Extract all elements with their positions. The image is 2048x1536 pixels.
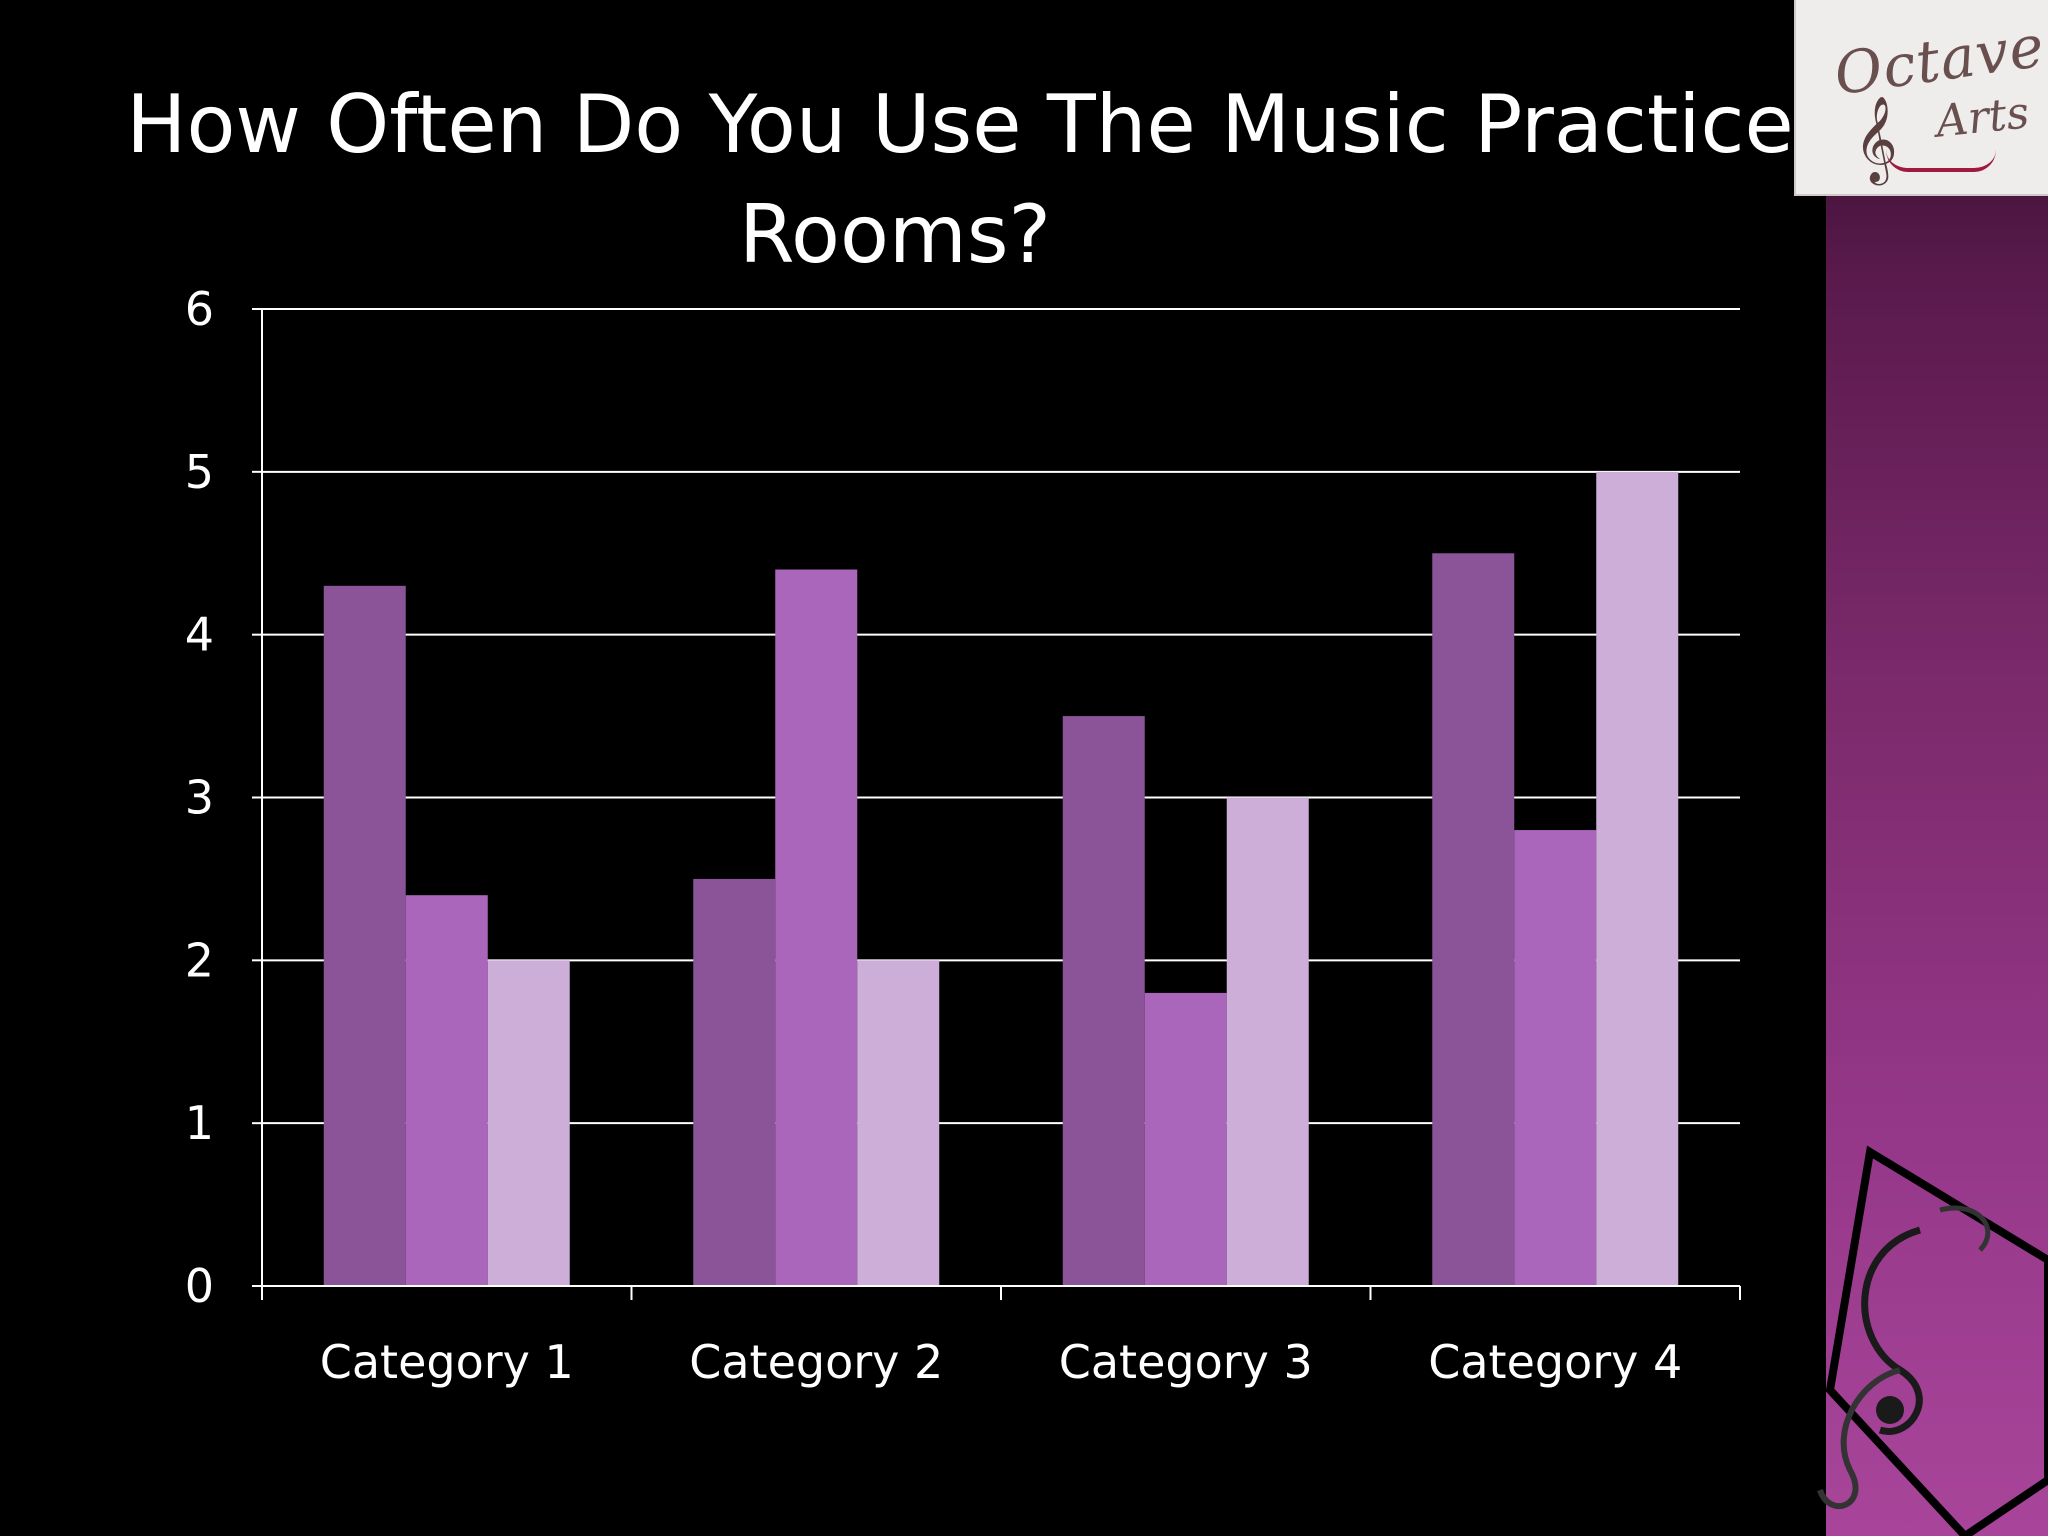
octave-arts-logo: Octave 𝄞 Arts [1794, 0, 2048, 196]
x-tick-label-category-1: Category 1 [320, 1335, 574, 1389]
chart-title: How Often Do You Use The Music Practice … [60, 70, 1860, 290]
bar-series2-category4 [1514, 830, 1597, 1286]
logo-swirl-icon [1886, 150, 1996, 172]
bar-series3-category4 [1596, 471, 1679, 1286]
bar-series2-category1 [405, 895, 488, 1286]
bar-series1-category3 [1062, 716, 1145, 1286]
side-decoration-panel [1826, 0, 2048, 1536]
chart-title-line-2: Rooms? [739, 188, 1051, 281]
bar-series1-category4 [1432, 553, 1515, 1286]
chart-title-line-1: How Often Do You Use The Music Practice [126, 78, 1794, 171]
y-tick-label-5: 5 [185, 445, 214, 499]
x-tick-label-category-2: Category 2 [689, 1335, 943, 1389]
bar-series2-category2 [775, 569, 858, 1286]
bar-series3-category1 [487, 960, 570, 1286]
treble-clef-icon: 𝄞 [1854, 96, 1898, 182]
bar-series2-category3 [1144, 992, 1227, 1286]
y-tick-label-2: 2 [185, 933, 214, 987]
y-tick-label-1: 1 [185, 1096, 214, 1150]
bar-series1-category1 [323, 585, 406, 1286]
y-tick-label-3: 3 [185, 771, 214, 825]
y-tick-label-4: 4 [185, 608, 214, 662]
bar-series3-category3 [1226, 797, 1309, 1286]
y-tick-label-0: 0 [185, 1259, 214, 1313]
x-tick-label-category-4: Category 4 [1428, 1335, 1682, 1389]
x-tick-label-category-3: Category 3 [1059, 1335, 1313, 1389]
y-tick-label-6: 6 [185, 282, 214, 336]
bar-series1-category2 [693, 878, 776, 1286]
bar-series3-category2 [857, 960, 940, 1286]
music-ornament-icon [1817, 1145, 2048, 1536]
